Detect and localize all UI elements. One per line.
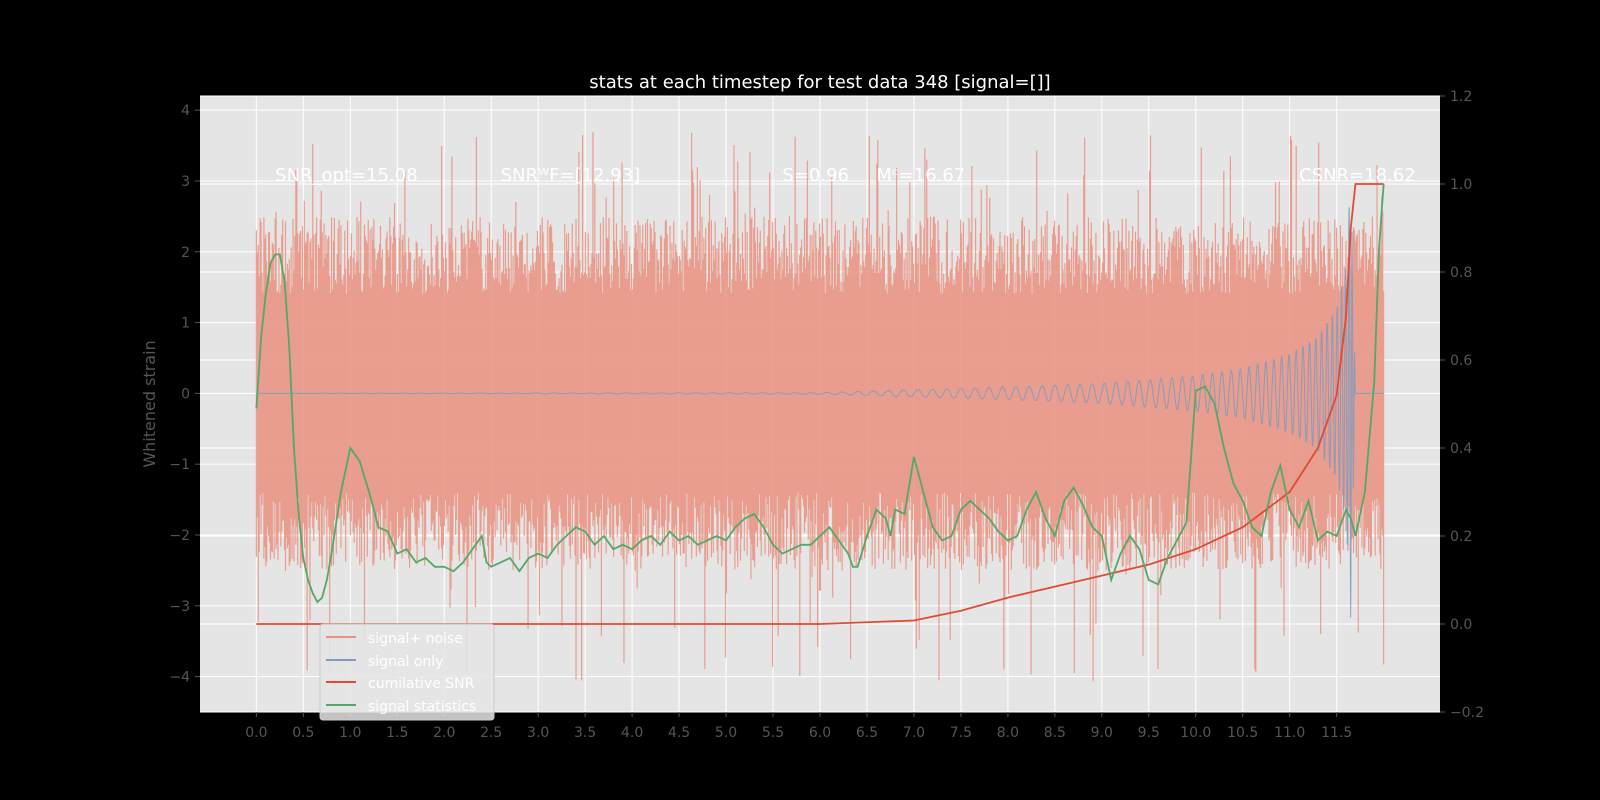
x-tick-label-17: 8.5: [1044, 725, 1066, 741]
annotation-4: CSNR=18.62: [1299, 165, 1416, 186]
x-tick-label-5: 2.5: [480, 725, 502, 741]
annotation-1: SNRᵂF=[12.93]: [501, 165, 641, 186]
x-tick-label-7: 3.5: [574, 725, 596, 741]
y2-tick-label-0: −0.2: [1450, 705, 1484, 721]
x-axis: 0.0 0.5 1.0 1.5 2.0 2.5 3.0 3.5 4.0 4.5 5.0 5.5 6.0 6…: [245, 712, 1352, 741]
x-tick-label-2: 1.0: [339, 725, 361, 741]
y2-tick-label-1: 0.0: [1450, 617, 1472, 633]
x-tick-label-14: 7.0: [903, 725, 925, 741]
y-tick-label-5: 1: [181, 316, 190, 332]
legend-label-signal: signal only: [368, 654, 443, 670]
legend: signal+ noise signal only cumilative SNR…: [319, 623, 495, 721]
x-tick-label-10: 5.0: [715, 725, 737, 741]
annotation-0: SNR_opt=15.08: [275, 165, 418, 186]
y-tick-label-7: 3: [181, 174, 190, 190]
chart-title: stats at each timestep for test data 348…: [589, 72, 1050, 93]
x-tick-label-16: 8.0: [997, 725, 1019, 741]
x-tick-label-12: 6.0: [809, 725, 831, 741]
y-tick-label-8: 4: [181, 103, 190, 119]
x-tick-label-11: 5.5: [762, 725, 784, 741]
x-tick-label-22: 11.0: [1274, 725, 1305, 741]
series-signal-statistics: [255, 183, 1385, 604]
x-tick-label-18: 9.0: [1091, 725, 1113, 741]
x-tick-label-8: 4.0: [621, 725, 643, 741]
annotation-2: S=0.96: [782, 165, 849, 186]
x-tick-label-15: 7.5: [950, 725, 972, 741]
y-tick-label-3: −1: [169, 457, 190, 473]
y-tick-label-6: 2: [181, 245, 190, 261]
y2-tick-label-7: 1.2: [1450, 89, 1472, 105]
y2-tick-label-4: 0.6: [1450, 353, 1472, 369]
y-tick-label-4: 0: [181, 386, 190, 402]
x-tick-label-23: 11.5: [1321, 725, 1352, 741]
y-tick-label-2: −2: [169, 528, 190, 544]
y-tick-label-1: −3: [169, 599, 190, 615]
x-tick-label-0: 0.0: [245, 725, 267, 741]
x-tick-label-19: 9.5: [1138, 725, 1160, 741]
x-tick-label-9: 4.5: [668, 725, 690, 741]
legend-label-stats: signal statistics: [368, 699, 476, 715]
x-tick-label-1: 0.5: [292, 725, 314, 741]
y-tick-label-0: −4: [169, 670, 190, 686]
y2-tick-label-6: 1.0: [1450, 177, 1472, 193]
y2-tick-label-5: 0.8: [1450, 265, 1472, 281]
y2-tick-label-3: 0.4: [1450, 441, 1472, 457]
legend-label-noise: signal+ noise: [368, 631, 463, 647]
legend-label-csnr: cumilative SNR: [368, 676, 475, 692]
series-cumilative-snr: [256, 183, 1384, 625]
x-tick-label-3: 1.5: [386, 725, 408, 741]
x-tick-label-21: 10.5: [1227, 725, 1258, 741]
x-tick-label-4: 2.0: [433, 725, 455, 741]
x-tick-label-6: 3.0: [527, 725, 549, 741]
x-tick-label-13: 6.5: [856, 725, 878, 741]
legend-box: [319, 623, 495, 721]
x-tick-label-20: 10.0: [1180, 725, 1211, 741]
y-axis-label: Whitened strain: [140, 340, 159, 467]
y-axis-right: −0.2 0.0 0.2 0.4 0.6 0.8 1.0 1.2: [1440, 89, 1484, 721]
y-axis-left: −4 −3 −2 −1 0 1 2 3 4: [169, 103, 200, 686]
annotations: SNR_opt=15.08 SNRᵂF=[12.93] S=0.96 Mᶜ=16.67…: [275, 165, 1416, 186]
annotation-3: Mᶜ=16.67: [876, 165, 965, 186]
y2-tick-label-2: 0.2: [1450, 529, 1472, 545]
